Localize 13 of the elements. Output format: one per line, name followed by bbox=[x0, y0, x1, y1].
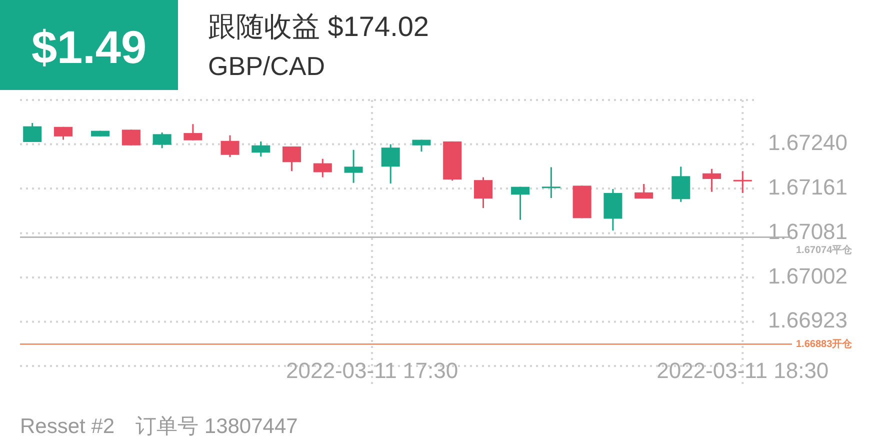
chart-subtitle: GBP/CAD bbox=[208, 51, 326, 81]
y-tick-label: 1.67161 bbox=[768, 174, 848, 200]
y-tick-label: 1.66923 bbox=[768, 308, 848, 333]
chart-title: 跟随收益 $174.02 bbox=[208, 11, 429, 42]
text: Resset #2 订单号 13807447 bbox=[20, 415, 298, 438]
y-tick-label: 1.67002 bbox=[768, 263, 848, 288]
ref-line-label: 1.66883开仓 bbox=[796, 338, 854, 350]
header: $1.49 bbox=[0, 0, 178, 90]
y-tick-label: 1.67081 bbox=[768, 219, 848, 244]
ref-line-label: 1.67074平仓 bbox=[796, 244, 854, 256]
x-tick-label: 2022-03-11 17:30 bbox=[286, 358, 458, 383]
y-tick-label: 1.67240 bbox=[768, 130, 848, 156]
x-tick-label: 2022-03-11 18:30 bbox=[656, 358, 829, 383]
